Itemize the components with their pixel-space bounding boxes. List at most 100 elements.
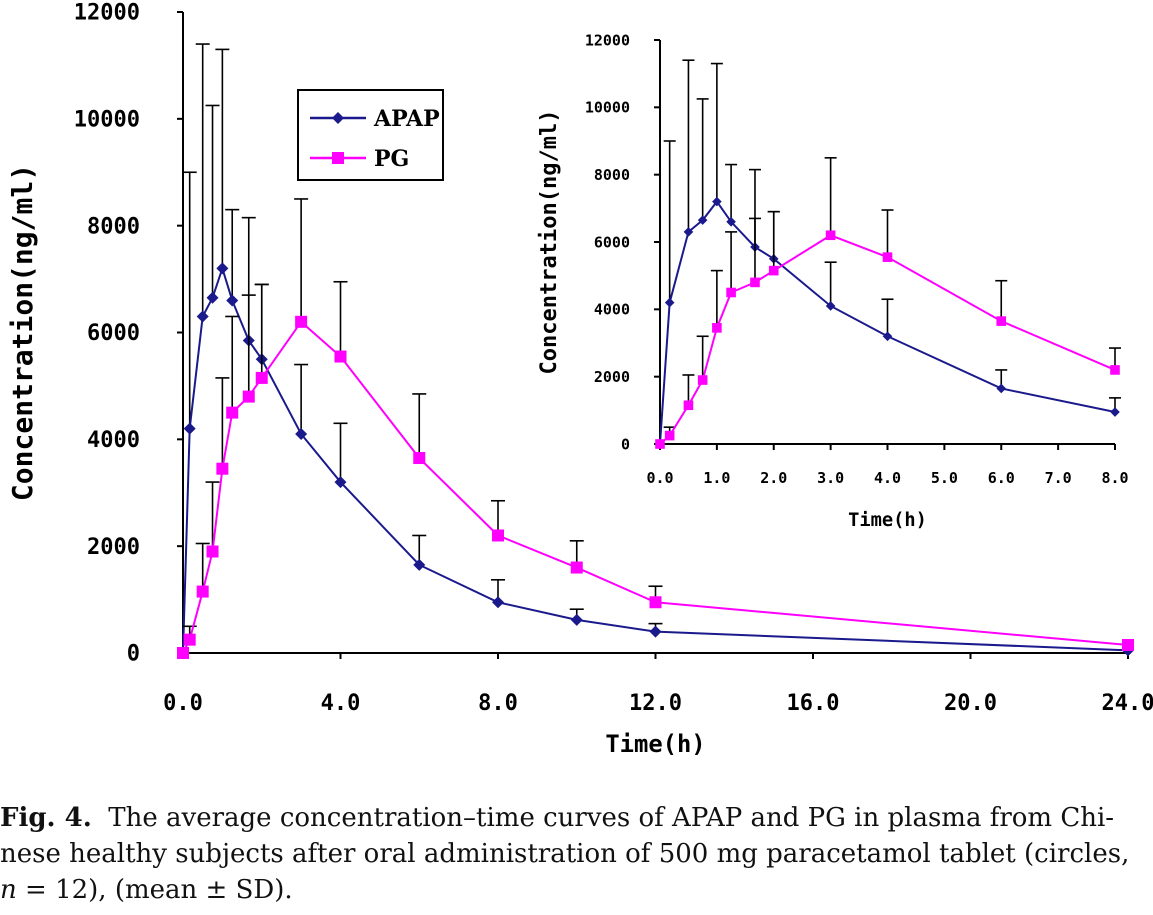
- inset-pg-point: [712, 323, 722, 333]
- inset-y-tick-label: 12000: [585, 31, 630, 49]
- main-x-tick-label: 4.0: [321, 691, 361, 716]
- main-apap-point: [183, 422, 196, 435]
- main-y-tick-label: 2000: [87, 535, 140, 560]
- inset-y-tick-label: 8000: [594, 166, 630, 184]
- legend-pg-label: PG: [374, 146, 409, 172]
- inset-y-tick-label: 6000: [594, 233, 630, 251]
- main-y-tick-label: 8000: [87, 214, 140, 239]
- inset-x-tick-label: 6.0: [988, 469, 1015, 487]
- inset-apap-point: [726, 217, 736, 227]
- inset-pg-point: [664, 430, 675, 441]
- figure-caption: Fig. 4. The average concentration–time c…: [0, 800, 1150, 908]
- main-pg-point: [413, 452, 426, 465]
- inset-y-tick-label: 10000: [585, 99, 630, 117]
- inset-pg-point: [996, 316, 1007, 326]
- caption-text-1: The average concentration–time curves of…: [108, 803, 1115, 833]
- main-x-tick-label: 24.0: [1102, 691, 1153, 716]
- main-apap-point: [295, 427, 308, 440]
- legend-apap-marker: [332, 112, 344, 124]
- inset-apap-line: [659, 199, 1116, 445]
- inset-pg-point: [655, 439, 665, 449]
- main-apap-point: [216, 262, 229, 275]
- main-apap-point: [206, 291, 219, 304]
- inset-apap-point: [697, 215, 708, 225]
- inset-apap-point: [882, 331, 893, 342]
- inset-pg-point: [825, 230, 836, 241]
- inset-x-tick-label: 5.0: [931, 469, 958, 487]
- main-apap-point: [226, 294, 239, 307]
- legend-apap-label: APAP: [373, 106, 440, 132]
- main-pg-point: [216, 462, 229, 475]
- main-x-tick-label: 8.0: [478, 691, 518, 716]
- caption-text-3: = 12), (mean ± SD).: [16, 875, 293, 905]
- main-y-tick-label: 10000: [74, 108, 140, 133]
- caption-label: Fig. 4.: [0, 803, 92, 833]
- main-pg-point: [492, 529, 504, 542]
- main-pg-point: [196, 585, 209, 598]
- legend: APAP PG: [297, 89, 444, 181]
- main-pg-point: [206, 545, 219, 558]
- main-pg-point: [255, 371, 268, 384]
- main-apap-point: [413, 558, 426, 571]
- inset-x-tick-label: 0.0: [646, 469, 673, 487]
- caption-line-3: n = 12), (mean ± SD).: [0, 872, 1150, 908]
- main-pg-point: [242, 390, 255, 403]
- main-pg-point: [1122, 638, 1134, 651]
- inset-apap-point: [825, 301, 836, 311]
- main-x-tick-label: 20.0: [944, 691, 997, 716]
- figure: 0 2000 4000 6000 8000 10000 12000 0.0 4.0 8.0 12.0…: [6, 1, 1153, 758]
- inset-pg-point: [683, 400, 694, 411]
- main-apap-point: [334, 476, 347, 489]
- inset-x-tick-label: 2.0: [760, 469, 787, 487]
- inset-y-tick-label: 2000: [594, 368, 630, 386]
- main-y-tick-label: 4000: [87, 428, 140, 453]
- inset-apap-point: [1110, 407, 1120, 417]
- inset-pg-point: [882, 252, 893, 262]
- main-pg-point: [649, 596, 662, 609]
- inset-apap-point: [712, 196, 722, 207]
- inset-pg-point: [750, 277, 760, 288]
- inset-x-tick-label: 4.0: [874, 469, 901, 487]
- main-x-axis-label: Time(h): [605, 730, 705, 758]
- inset-x-tick-label: 3.0: [817, 469, 844, 487]
- inset-pg-point: [1110, 365, 1120, 375]
- main-pg-point: [334, 350, 347, 363]
- inset-y-axis-label: Concentration(ng/ml): [537, 110, 562, 375]
- inset-x-axis-label: Time(h): [848, 510, 927, 531]
- main-y-tick-label: 0: [127, 642, 140, 667]
- inset-y-tick-label: 4000: [594, 301, 630, 319]
- main-pg-point: [226, 406, 239, 419]
- main-pg-point: [177, 647, 189, 659]
- main-apap-point: [492, 596, 504, 609]
- main-x-tick-label: 12.0: [629, 691, 682, 716]
- inset-pg-point: [768, 265, 779, 276]
- main-pg-point: [295, 315, 308, 328]
- main-y-tick-label: 6000: [87, 321, 140, 346]
- legend-box: [297, 89, 444, 181]
- main-x-tick-label: 0.0: [163, 691, 203, 716]
- main-pg-point: [183, 633, 196, 646]
- inset-y-tick-label: 0: [621, 435, 630, 453]
- inset-chart: 0 2000 4000 6000 8000 10000 12000 0.0 1.0 2.0 3.0 4…: [537, 31, 1129, 531]
- inset-pg-point: [697, 375, 708, 385]
- caption-line-1: Fig. 4. The average concentration–time c…: [0, 800, 1150, 836]
- inset-x-tick-label: 7.0: [1045, 469, 1072, 487]
- main-pg-point: [570, 561, 583, 574]
- main-apap-point: [196, 310, 209, 323]
- caption-n: n: [0, 875, 17, 905]
- inset-x-tick-label: 1.0: [703, 469, 730, 487]
- inset-apap-point: [664, 297, 675, 308]
- inset-pg-line: [659, 234, 1116, 445]
- main-chart: 0 2000 4000 6000 8000 10000 12000 0.0 4.0 8.0 12.0…: [6, 1, 1153, 758]
- inset-x-tick-label: 8.0: [1101, 469, 1128, 487]
- inset-apap-point: [996, 383, 1007, 394]
- legend-pg-marker: [332, 152, 344, 164]
- main-y-axis-label: Concentration(ng/ml): [6, 164, 39, 501]
- main-y-tick-label: 12000: [74, 1, 140, 26]
- main-apap-point: [570, 613, 583, 626]
- inset-pg-point: [726, 287, 736, 298]
- caption-line-2: nese healthy subjects after oral adminis…: [0, 839, 1130, 869]
- inset-apap-point: [683, 227, 694, 237]
- main-apap-point: [649, 625, 662, 638]
- main-x-tick-label: 16.0: [787, 691, 840, 716]
